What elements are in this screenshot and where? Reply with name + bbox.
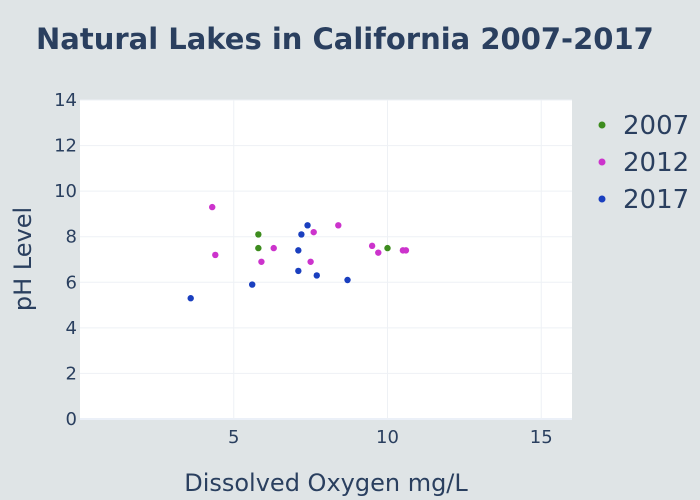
data-point-2017[interactable] [295,267,302,275]
y-tick-label: 10 [54,181,77,202]
data-point-2012[interactable] [402,247,410,254]
axis-ticks: 0 2 4 6 8 10 12 14 5 10 15 [54,90,553,448]
y-tick-label: 6 [66,272,77,293]
y-tick-label: 12 [54,136,77,157]
y-tick-label: 4 [66,318,77,339]
data-point-2017[interactable] [295,247,302,254]
data-point-2007[interactable] [384,244,391,252]
data-point-2012[interactable] [307,258,314,265]
plot-area [80,100,572,419]
legend[interactable]: 2007 2012 2017 [598,111,690,215]
data-point-2017[interactable] [304,222,311,229]
data-point-2017[interactable] [344,276,351,284]
data-points [187,203,410,302]
data-point-2007[interactable] [255,244,262,252]
legend-item-2012[interactable]: 2012 [623,148,689,178]
legend-marker-2007[interactable] [598,121,606,129]
data-point-2012[interactable] [258,258,265,265]
grid-lines [80,99,572,420]
x-tick-label: 10 [376,427,399,448]
data-point-2017[interactable] [187,295,194,302]
y-tick-label: 8 [66,227,77,248]
data-point-2012[interactable] [212,251,219,259]
x-tick-label: 5 [228,427,239,448]
chart-title: Natural Lakes in California 2007-2017 [36,22,654,56]
data-point-2017[interactable] [298,231,305,238]
data-point-2017[interactable] [313,272,320,279]
data-point-2012[interactable] [270,244,277,252]
data-point-2012[interactable] [209,203,216,211]
x-tick-label: 15 [530,427,553,448]
y-tick-label: 2 [66,363,77,384]
data-point-2017[interactable] [249,281,256,288]
y-tick-label: 14 [54,90,77,111]
y-tick-label: 0 [66,409,77,430]
legend-marker-2017[interactable] [598,195,606,203]
legend-item-2007[interactable]: 2007 [623,111,689,141]
data-point-2012[interactable] [335,222,342,229]
legend-item-2017[interactable]: 2017 [623,185,689,215]
data-point-2012[interactable] [368,242,376,250]
data-point-2012[interactable] [375,249,382,256]
data-point-2012[interactable] [310,228,317,236]
legend-marker-2012[interactable] [598,158,606,166]
y-axis-label: pH Level [9,207,37,311]
x-axis-label: Dissolved Oxygen mg/L [184,469,468,497]
data-point-2007[interactable] [255,231,262,238]
